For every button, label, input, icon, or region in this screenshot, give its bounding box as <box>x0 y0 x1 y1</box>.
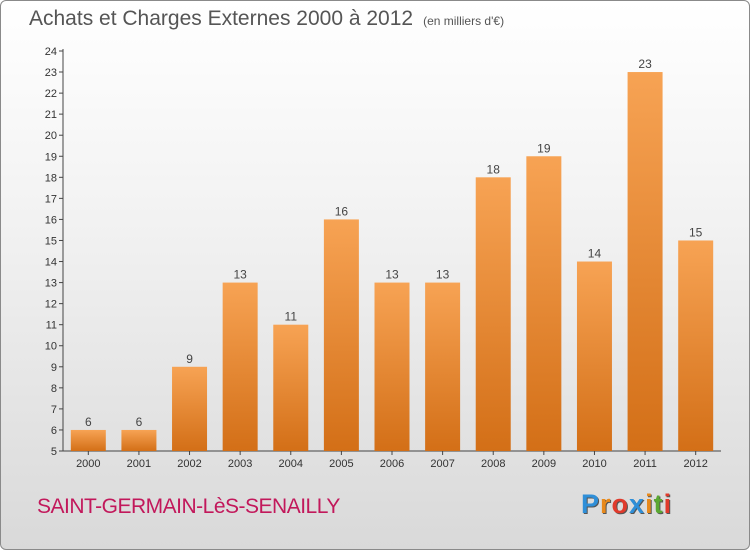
y-tick-label: 9 <box>51 362 57 374</box>
y-tick-label: 14 <box>45 257 57 269</box>
commune-name: SAINT-GERMAIN-LèS-SENAILLY <box>37 495 340 518</box>
x-tick-label-2000: 2000 <box>76 458 100 470</box>
data-label-2004: 11 <box>285 310 298 324</box>
x-tick-label-2006: 2006 <box>380 458 404 470</box>
x-ticks: 2000 2001 2002 2003 2004 2005 2006 2007 2008 2009… <box>76 451 708 470</box>
bar-2005 <box>323 219 359 451</box>
y-tick-label: 6 <box>51 425 57 437</box>
data-label-2002: 9 <box>186 352 193 366</box>
logo-letter: x <box>629 489 646 519</box>
data-label-2009: 19 <box>537 141 551 155</box>
y-tick-label: 13 <box>45 278 57 290</box>
bar-2002 <box>172 366 208 451</box>
x-tick-label-2010: 2010 <box>582 458 606 470</box>
bar-2003 <box>222 282 258 451</box>
y-tick-label: 22 <box>45 88 57 100</box>
data-label-2005: 16 <box>335 204 349 218</box>
bar-2012 <box>678 240 714 451</box>
y-tick-label: 20 <box>45 130 57 142</box>
bar-2000 <box>70 429 106 451</box>
bar-2011 <box>627 72 663 451</box>
chart-subtitle: (en milliers d'€) <box>423 14 505 28</box>
x-tick-label-2007: 2007 <box>430 458 454 470</box>
bar-2010 <box>576 261 612 451</box>
bar-2006 <box>374 282 410 451</box>
x-tick-label-2004: 2004 <box>279 458 303 470</box>
x-tick-label-2008: 2008 <box>481 458 505 470</box>
data-label-2006: 13 <box>385 268 399 282</box>
data-label-2003: 13 <box>233 268 247 282</box>
bar-2001 <box>121 429 157 451</box>
bar-2004 <box>273 324 309 451</box>
y-tick-label: 16 <box>45 214 57 226</box>
y-tick-label: 17 <box>45 193 57 205</box>
data-label-2011: 23 <box>638 57 652 71</box>
logo-letter: r <box>600 489 612 519</box>
x-tick-label-2002: 2002 <box>177 458 201 470</box>
bar-2009 <box>526 156 562 451</box>
chart-title: Achats et Charges Externes 2000 à 2012 (e… <box>29 7 504 31</box>
y-tick-label: 24 <box>45 46 57 58</box>
y-tick-label: 15 <box>45 235 57 247</box>
y-tick-label: 10 <box>45 341 57 353</box>
logo-letter: P <box>581 489 601 519</box>
logo-letter: i <box>663 489 673 519</box>
x-tick-label-2009: 2009 <box>532 458 556 470</box>
x-tick-label-2005: 2005 <box>329 458 353 470</box>
data-label-2000: 6 <box>85 415 92 429</box>
logo-letter: o <box>611 489 630 519</box>
logo-letter: i <box>645 489 654 519</box>
bar-2007 <box>425 282 461 451</box>
x-tick-label-2011: 2011 <box>633 458 657 470</box>
proxiti-logo[interactable]: Proxiti <box>581 489 672 520</box>
data-label-2010: 14 <box>588 247 602 261</box>
data-label-2012: 15 <box>689 225 703 239</box>
y-tick-label: 19 <box>45 151 57 163</box>
y-ticks: 5 6 7 8 9 10 11 12 13 14 15 16 17 18 19 20 21 22 23 24 <box>45 46 63 458</box>
x-tick-label-2001: 2001 <box>127 458 151 470</box>
title-text: Achats et Charges Externes 2000 à 2012 <box>29 7 414 30</box>
y-tick-label: 12 <box>45 299 57 311</box>
data-label-2008: 18 <box>487 162 501 176</box>
data-label-2007: 13 <box>436 268 450 282</box>
x-tick-label-2012: 2012 <box>683 458 707 470</box>
y-tick-label: 5 <box>51 446 57 458</box>
x-tick-label-2003: 2003 <box>228 458 252 470</box>
y-tick-label: 7 <box>51 404 57 416</box>
y-tick-label: 23 <box>45 67 57 79</box>
bars: 6 6 9 13 11 16 13 13 18 19 14 23 15 <box>70 57 714 451</box>
bar-2008 <box>475 177 511 451</box>
logo-letter: t <box>653 489 664 519</box>
y-tick-label: 21 <box>45 109 57 121</box>
y-tick-label: 8 <box>51 383 57 395</box>
data-label-2001: 6 <box>136 415 143 429</box>
y-tick-label: 11 <box>46 320 57 332</box>
y-tick-label: 18 <box>45 172 57 184</box>
